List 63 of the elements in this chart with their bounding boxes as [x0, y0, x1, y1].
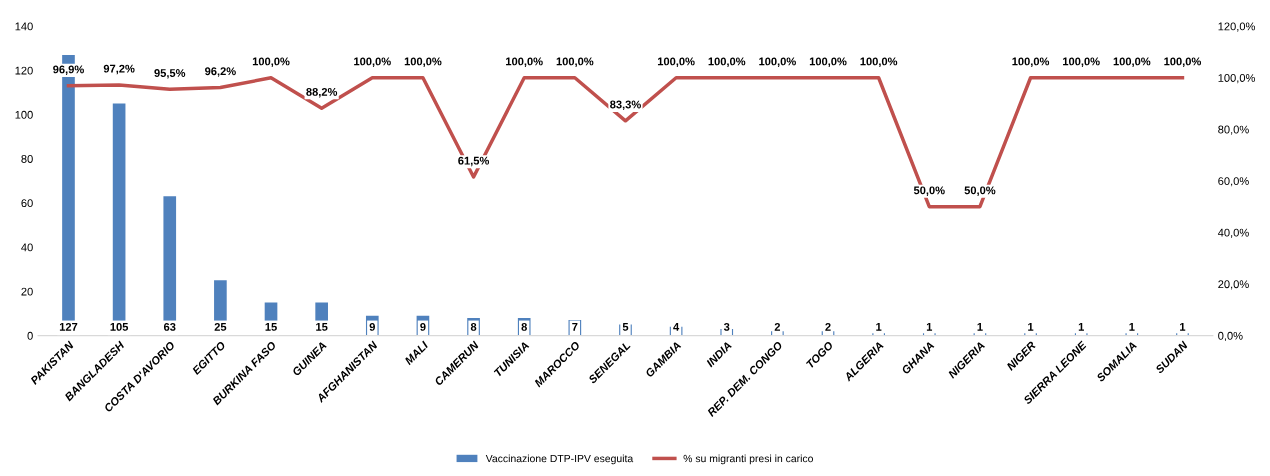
data-label: 15 — [316, 323, 328, 331]
legend-label: % su migranti presi in carico — [683, 454, 813, 465]
data-label: 100,0% — [1164, 57, 1202, 67]
y2-tick-label: 40,0% — [1217, 228, 1249, 238]
data-label: 100,0% — [708, 57, 746, 67]
y2-tick-label: 120,0% — [1218, 22, 1255, 32]
data-label: 9 — [420, 322, 426, 331]
data-label: 105 — [110, 322, 129, 331]
data-label: 95,5% — [154, 69, 186, 79]
data-label: 2 — [774, 322, 781, 331]
data-label: 2 — [825, 322, 831, 331]
y-tick-label: 60 — [21, 199, 33, 208]
data-label: 1 — [926, 323, 933, 331]
data-label: 1 — [1129, 323, 1135, 331]
data-label: 100,0% — [252, 57, 290, 67]
data-label: 100,0% — [759, 57, 796, 67]
y2-tick-label: 0,0% — [1218, 331, 1243, 342]
data-label: 63 — [163, 322, 176, 331]
data-label: 1 — [977, 323, 983, 331]
data-label: 1 — [1078, 323, 1084, 331]
data-label: 25 — [214, 322, 227, 331]
data-label: 100,0% — [506, 57, 543, 67]
data-label: 96,2% — [205, 67, 236, 77]
data-label: 127 — [59, 322, 78, 331]
data-label: 96,9% — [53, 65, 84, 75]
data-label: 97,2% — [103, 64, 135, 75]
y-tick-label: 100 — [15, 110, 33, 119]
data-label: 3 — [723, 322, 730, 331]
y2-tick-label: 80,0% — [1218, 125, 1249, 135]
y-tick-label: 0 — [27, 331, 33, 340]
data-label: 83,3% — [610, 100, 641, 111]
data-label: 100,0% — [657, 57, 695, 67]
data-label: 1 — [1180, 323, 1186, 331]
data-label: 9 — [369, 322, 375, 331]
y-tick-label: 120 — [15, 66, 33, 75]
data-label: 4 — [673, 323, 680, 331]
data-label: 100,0% — [1012, 57, 1050, 67]
data-label: 5 — [622, 323, 629, 331]
data-label: 61,5% — [458, 156, 490, 167]
y2-tick-label: 100,0% — [1218, 74, 1255, 84]
data-label: 50,0% — [964, 186, 996, 196]
legend-label: Vaccinazione DTP-IPV eseguita — [485, 454, 634, 465]
data-label: 100,0% — [556, 57, 594, 67]
y-tick-label: 40 — [21, 243, 33, 252]
data-label: 100,0% — [809, 57, 847, 67]
y2-tick-label: 20,0% — [1218, 280, 1249, 290]
y-tick-label: 140 — [15, 22, 33, 31]
y-tick-label: 80 — [21, 155, 33, 163]
data-label: 88,2% — [306, 87, 338, 98]
data-label: 15 — [265, 323, 277, 331]
data-label: 1 — [1028, 323, 1034, 331]
data-label: 8 — [521, 322, 527, 331]
data-label: 100,0% — [1063, 57, 1100, 67]
data-label: 100,0% — [1113, 57, 1151, 67]
data-label: 8 — [470, 322, 477, 331]
data-label: 1 — [876, 323, 882, 331]
data-label: 50,0% — [913, 186, 945, 196]
y2-tick-label: 60,0% — [1218, 177, 1249, 187]
data-label: 7 — [572, 323, 578, 331]
data-label: 100,0% — [354, 57, 391, 67]
data-label: 100,0% — [860, 57, 898, 67]
data-label: 100,0% — [404, 57, 442, 67]
y-tick-label: 20 — [21, 287, 33, 296]
